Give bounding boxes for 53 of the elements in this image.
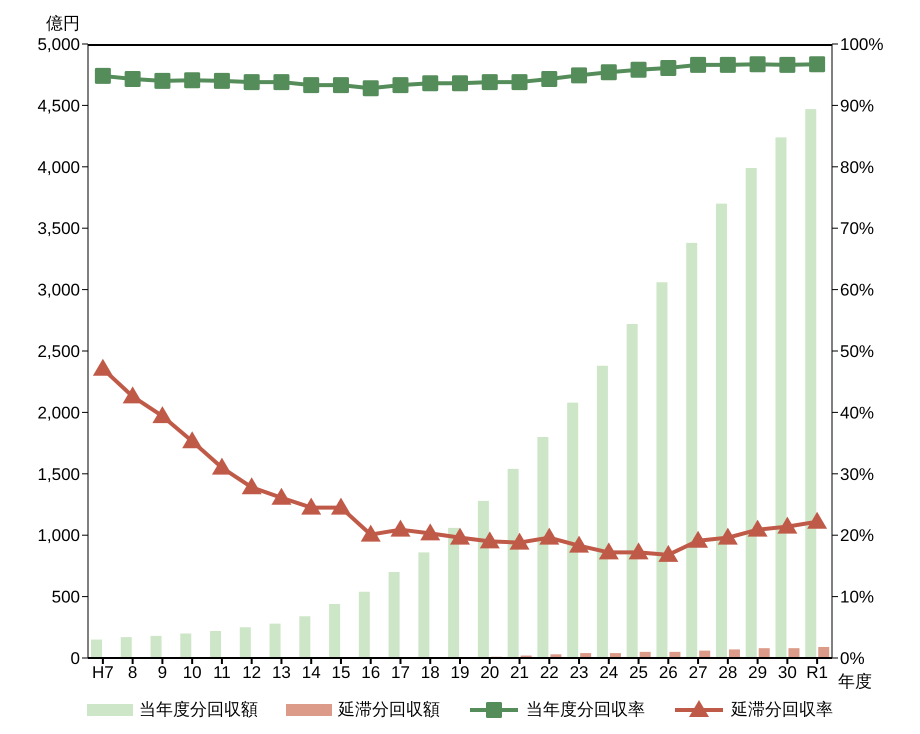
x-tick-label: 22 — [540, 663, 559, 682]
x-tick-label: 27 — [688, 663, 708, 682]
y-tick-label: 0 — [70, 649, 80, 668]
y2-tick-label: 100% — [840, 35, 884, 54]
x-tick-label: 14 — [302, 663, 321, 682]
x-tick-label: 29 — [748, 663, 768, 682]
x-tick-label: H7 — [92, 663, 114, 682]
x-tick-label: 21 — [510, 663, 529, 682]
y-tick-label: 2,000 — [37, 403, 80, 422]
y-tick-label: 2,500 — [37, 342, 80, 362]
x-tick-label: 13 — [272, 663, 291, 682]
y2-tick-label: 40% — [840, 403, 874, 422]
y2-tick-label: 20% — [840, 526, 874, 546]
y2-tick-label: 60% — [840, 280, 874, 300]
x-tick-label: 28 — [718, 663, 738, 682]
x-tick-label: 26 — [658, 663, 678, 682]
x-tick-label: 17 — [391, 663, 410, 682]
y-tick-label: 1,000 — [37, 526, 80, 546]
x-tick-label: 8 — [128, 663, 138, 682]
y-axis-title: 億円 — [46, 13, 80, 35]
legend-label: 当年度分回収額 — [139, 699, 258, 721]
y2-tick-label: 0% — [840, 649, 865, 668]
x-tick-label: 18 — [420, 663, 440, 682]
x-axis-title: 年度 — [838, 671, 872, 693]
legend-label: 延滞分回収額 — [338, 699, 440, 721]
x-tick-label: 19 — [450, 663, 470, 682]
y-tick-label: 5,000 — [37, 35, 80, 54]
x-tick-label: 24 — [599, 663, 618, 682]
x-tick-label: 10 — [182, 663, 202, 682]
y2-tick-label: 90% — [840, 96, 874, 116]
y2-tick-label: 70% — [840, 219, 874, 238]
x-tick-label: R1 — [806, 663, 828, 682]
y-tick-label: 4,500 — [37, 96, 80, 116]
y2-tick-label: 10% — [840, 588, 874, 607]
y-tick-label: 500 — [52, 588, 80, 607]
x-tick-label: 12 — [242, 663, 262, 682]
x-tick-label: 9 — [158, 663, 168, 682]
y-tick-label: 3,000 — [37, 280, 80, 300]
x-tick-label: 23 — [570, 663, 588, 682]
x-tick-label: 11 — [213, 663, 231, 682]
y2-tick-label: 30% — [840, 464, 874, 484]
legend-label: 当年度分回収率 — [526, 699, 645, 721]
y2-tick-label: 50% — [840, 342, 874, 362]
legend-label: 延滞分回収率 — [731, 699, 833, 721]
x-tick-label: 16 — [361, 663, 380, 682]
y-tick-label: 3,500 — [37, 219, 80, 238]
x-tick-label: 15 — [332, 663, 350, 682]
x-tick-label: 20 — [480, 663, 500, 682]
y-tick-label: 4,000 — [37, 158, 80, 177]
x-tick-label: 25 — [629, 663, 648, 682]
x-tick-label: 30 — [778, 663, 797, 682]
y2-tick-label: 80% — [840, 158, 874, 177]
y-tick-label: 1,500 — [37, 464, 80, 484]
